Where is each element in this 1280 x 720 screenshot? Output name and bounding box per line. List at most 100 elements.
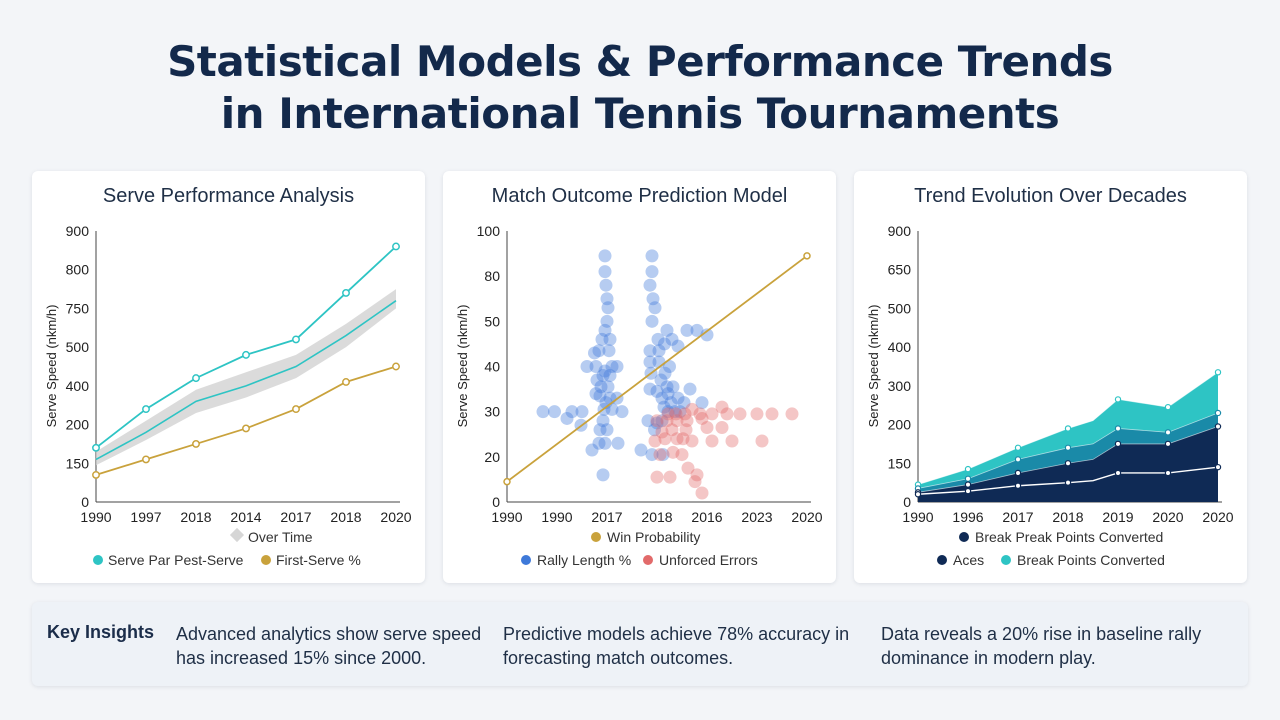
insight-3-line-2: dominance in modern play. [881,648,1096,668]
legend-dot-serve [93,555,103,565]
x-tick-label: 2018 [330,509,361,525]
scatter-point [673,405,687,419]
x-tick-label: 1990 [80,509,111,525]
scatter-point [665,423,679,437]
y-tick-label: 0 [492,494,500,510]
insight-2-line-2: forecasting match outcomes. [503,648,734,668]
area-point [1214,409,1222,417]
scatter-point [670,414,684,428]
scatter-point [675,448,689,462]
y-tick-label: 100 [477,223,501,239]
x-tick-label: 2020 [1152,509,1183,525]
scatter-point [660,323,674,337]
scatter-point [600,292,614,306]
scatter-point [671,391,685,405]
insight-prediction-accuracy: Predictive models achieve 78% accuracy i… [503,622,849,670]
y-tick-label: 40 [484,359,500,375]
scatter-point [585,443,599,457]
legend-dot-aces [937,555,947,565]
y-tick-label: 500 [66,339,90,355]
scatter-point [683,382,697,396]
legend-label-win-probability: Win Probability [607,529,700,545]
scatter-point [658,366,672,380]
scatter-point [688,475,702,489]
y-tick-label: 20 [484,449,500,465]
scatter-point [685,434,699,448]
scatter-point [645,314,659,328]
scatter-point [651,332,665,346]
data-point [92,443,100,452]
legend-label-break-preak: Break Preak Points Converted [975,529,1163,545]
area-point [1064,460,1072,467]
legend-dot-first-serve [261,555,271,565]
scatter-point [695,411,709,425]
scatter-point [643,278,657,292]
y-tick-label: 80 [484,268,500,284]
scatter-point [700,420,714,434]
y-tick-label: 400 [888,339,912,355]
area-point [964,481,972,488]
data-point [392,362,400,371]
key-insights-label: Key Insights [47,622,155,642]
scatter-point [725,434,739,448]
scatter-point [592,436,606,450]
x-tick-label: 2020 [1202,509,1233,525]
area-outline [917,466,1219,495]
legend-dot-break-points [1001,555,1011,565]
scatter-point [648,301,662,315]
data-point [242,350,250,359]
x-tick-label: 1990 [491,509,522,525]
legend-label-serve: Serve Par Pest-Serve [108,552,244,568]
data-point [392,242,400,251]
scatter-point [589,387,603,401]
scatter-point [765,407,779,421]
data-point [292,335,300,344]
scatter-point [645,249,659,263]
x-tick-label: 2016 [691,509,722,525]
scatter-point [590,373,604,387]
legend-label-errors: Unforced Errors [659,552,758,568]
scatter-point [580,360,594,373]
y-tick-label: 150 [888,455,912,471]
page-title-line-2: in International Tennis Tournaments [220,89,1060,138]
scatter-point [601,380,615,394]
page-title-line-1: Statistical Models & Performance Trends [167,37,1113,86]
x-tick-label: 2018 [180,509,211,525]
legend-label-aces: Aces [953,552,984,568]
area-outline [917,371,1219,485]
insight-serve-speed: Advanced analytics show serve speed has … [176,622,481,670]
scatter-point [652,344,666,358]
y-tick-label: 900 [66,223,90,239]
legend-label-first-serve: First-Serve % [276,552,361,568]
trend-chart-title: Trend Evolution Over Decades [914,185,1187,207]
trend-evolution-card: Trend Evolution Over Decades Serve Speed… [854,171,1247,583]
area-point [1164,403,1172,411]
y-axis-label: Serve Speed (nkm/h) [866,305,881,428]
scatter-point [560,411,574,425]
area-outline [917,412,1219,489]
insight-1-line-1: Advanced analytics show serve speed [176,624,482,644]
scatter-point [658,337,671,351]
scatter-point [593,389,607,403]
y-tick-label: 150 [66,455,90,471]
area-point [1214,463,1222,471]
scatter-point [705,434,719,448]
area-point [964,475,972,482]
scatter-point [750,407,764,421]
x-tick-label: 2018 [641,509,672,525]
x-tick-label: 2018 [1052,509,1083,525]
insight-1-line-2: has increased 15% since 2000. [176,648,427,668]
scatter-point [648,423,661,437]
scatter-point [655,425,669,439]
prediction-model-card: Match Outcome Prediction Model Serve Spe… [443,171,836,583]
scatter-point [680,323,694,337]
scatter-point [690,468,704,482]
scatter-point [603,332,617,346]
scatter-point [666,380,680,394]
scatter-point [657,400,671,414]
y-tick-label: 400 [66,378,90,394]
scatter-point [575,405,589,419]
data-point [192,439,200,448]
y-tick-label: 0 [81,494,89,510]
area-point [1064,444,1072,451]
